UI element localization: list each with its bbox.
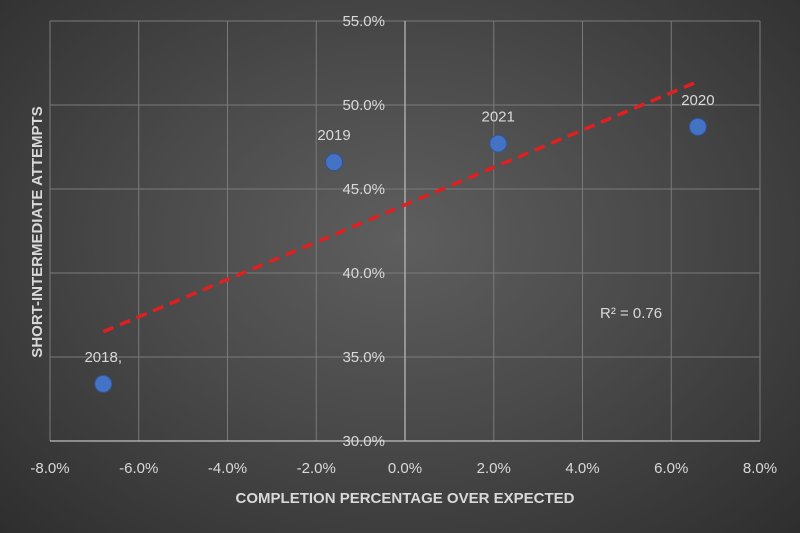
x-tick-label: -4.0% (208, 460, 247, 477)
data-point-label: 2021 (482, 109, 515, 126)
data-point-label: 2019 (317, 127, 350, 144)
y-tick-label: 30.0% (342, 433, 385, 450)
y-tick-label: 45.0% (342, 181, 385, 198)
x-axis-title: COMPLETION PERCENTAGE OVER EXPECTED (236, 490, 575, 507)
x-tick-label: -2.0% (297, 460, 336, 477)
x-tick-label: 0.0% (388, 460, 422, 477)
y-axis-title: SHORT-INTERMEDIATE ATTEMPTS (29, 106, 46, 357)
x-tick-labels: -8.0% -6.0% -4.0% -2.0% 0.0% 2.0% 4.0% 6.0% 8.0% (30, 460, 777, 477)
y-tick-label: 55.0% (342, 13, 385, 30)
trendline (102, 79, 699, 334)
axes (50, 21, 760, 442)
data-point (688, 117, 707, 136)
data-point-label: 2018, (84, 349, 122, 366)
x-tick-label: 8.0% (743, 460, 777, 477)
x-tick-label: -8.0% (30, 460, 69, 477)
data-point-label: 2020 (681, 92, 714, 109)
y-tick-label: 40.0% (342, 265, 385, 282)
x-tick-label: 6.0% (654, 460, 688, 477)
x-tick-label: 2.0% (477, 460, 511, 477)
data-points (94, 117, 707, 393)
y-tick-labels: 30.0% 35.0% 40.0% 45.0% 50.0% 55.0% (342, 13, 385, 450)
y-tick-label: 50.0% (342, 97, 385, 114)
point-labels: 2018, 2019 2021 2020 (84, 92, 714, 366)
data-point (325, 153, 343, 172)
y-tick-label: 35.0% (342, 349, 385, 366)
r-squared-annotation: R² = 0.76 (600, 305, 662, 322)
trendline-path (102, 79, 699, 334)
data-point (94, 374, 113, 393)
x-tick-label: 4.0% (565, 460, 599, 477)
data-point (489, 134, 508, 153)
x-tick-label: -6.0% (119, 460, 158, 477)
